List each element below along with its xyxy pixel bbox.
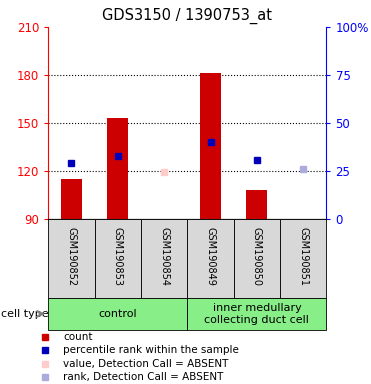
Bar [107,118,128,219]
FancyBboxPatch shape [187,298,326,330]
FancyBboxPatch shape [48,219,95,298]
Text: GSM190854: GSM190854 [159,227,169,286]
FancyBboxPatch shape [280,219,326,298]
Text: cell type: cell type [1,309,49,319]
FancyBboxPatch shape [141,219,187,298]
Text: control: control [98,309,137,319]
Bar [61,179,82,219]
Text: value, Detection Call = ABSENT: value, Detection Call = ABSENT [63,359,229,369]
Text: GSM190850: GSM190850 [252,227,262,286]
Text: GSM190851: GSM190851 [298,227,308,286]
Bar [200,73,221,219]
Text: GSM190849: GSM190849 [206,227,216,286]
FancyBboxPatch shape [48,298,187,330]
Text: GSM190852: GSM190852 [66,227,76,286]
Text: count: count [63,332,93,342]
FancyBboxPatch shape [234,219,280,298]
Text: rank, Detection Call = ABSENT: rank, Detection Call = ABSENT [63,372,223,382]
Title: GDS3150 / 1390753_at: GDS3150 / 1390753_at [102,8,272,24]
FancyBboxPatch shape [187,219,234,298]
Text: GSM190853: GSM190853 [113,227,123,286]
Text: inner medullary
collecting duct cell: inner medullary collecting duct cell [204,303,309,325]
Bar [246,190,267,219]
Text: percentile rank within the sample: percentile rank within the sample [63,345,239,356]
FancyBboxPatch shape [95,219,141,298]
